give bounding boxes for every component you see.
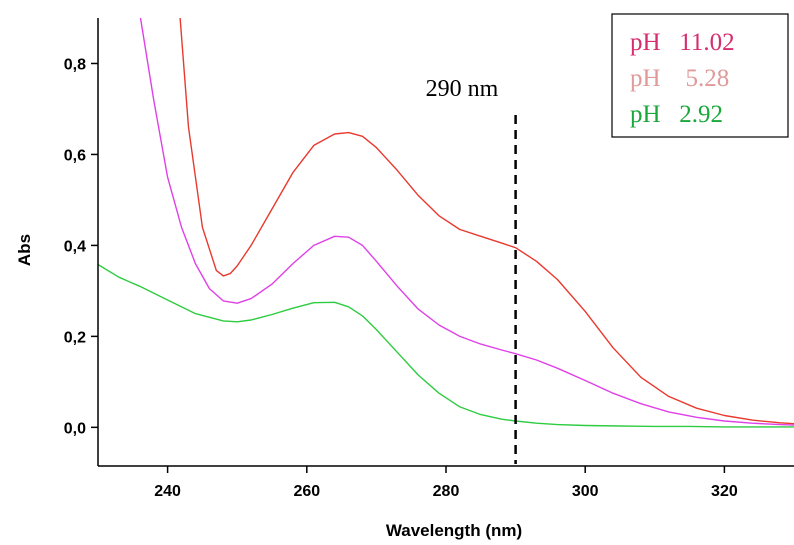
legend-entry-ph-5: pH 5.28	[630, 65, 729, 92]
plot-lines	[98, 18, 794, 428]
legend: pH 11.02 pH 5.28 pH 2.92	[611, 13, 789, 138]
y-tick-label: 0,2	[64, 329, 86, 346]
annotation-label: 290 nm	[426, 76, 499, 102]
series-line-ph-2	[98, 263, 794, 428]
x-tick-label: 320	[711, 483, 738, 500]
y-tick-label: 0,6	[64, 147, 86, 164]
legend-entry-ph-2: pH 2.92	[630, 101, 723, 128]
x-tick-label: 280	[433, 483, 460, 500]
x-ticks: 240 260 280 300 320	[154, 466, 738, 500]
x-tick-label: 260	[293, 483, 320, 500]
x-axis-label: Wavelength (nm)	[386, 521, 522, 540]
legend-entry-ph-11: pH 11.02	[630, 29, 735, 56]
series-line-ph-5	[139, 18, 794, 426]
series-line-ph-11	[179, 18, 794, 425]
y-tick-label: 0,0	[64, 420, 86, 437]
y-tick-label: 0,4	[64, 238, 86, 255]
y-tick-label: 0,8	[64, 56, 86, 73]
y-ticks: 0,0 0,2 0,4 0,6 0,8	[64, 56, 98, 437]
x-tick-label: 240	[154, 483, 181, 500]
x-tick-label: 300	[572, 483, 599, 500]
y-axis-label: Abs	[15, 234, 34, 266]
legend-box	[611, 13, 789, 138]
